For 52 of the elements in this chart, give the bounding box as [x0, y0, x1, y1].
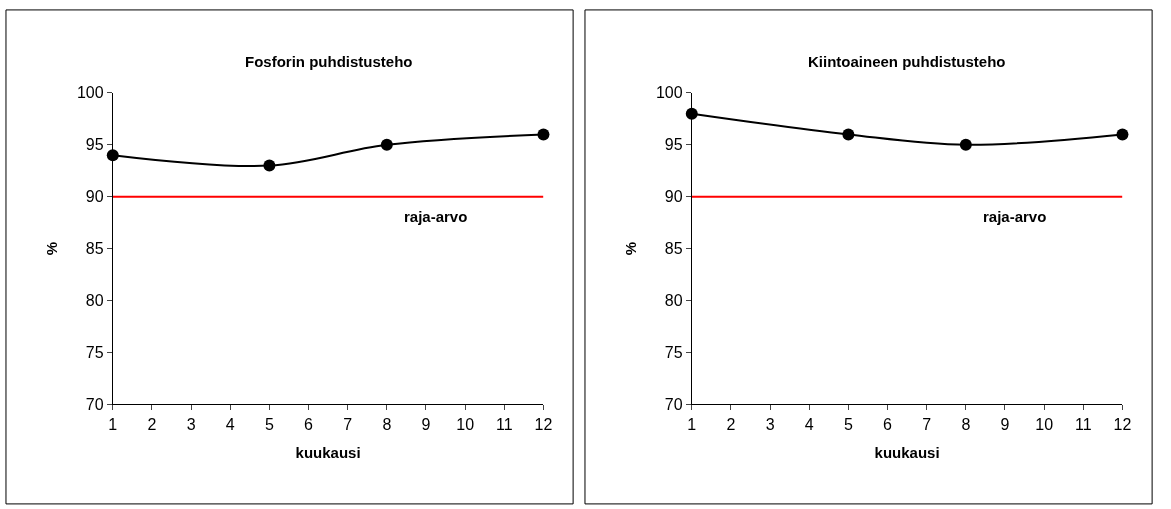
y-tick-label: 75	[85, 344, 104, 362]
x-tick-label: 2	[147, 415, 157, 433]
y-tick-label: 95	[85, 136, 104, 154]
chart-title: Fosforin puhdistusteho	[245, 53, 413, 70]
point	[842, 128, 855, 141]
x-tick-label: 4	[804, 415, 814, 433]
x-tick-label: 12	[1113, 415, 1132, 433]
x-axis-title: kuukausi	[874, 443, 940, 461]
x-axis-title: kuukausi	[295, 443, 361, 461]
x-tick-label: 8	[382, 415, 392, 433]
x-tick-label: 2	[726, 415, 736, 433]
y-tick-label: 90	[85, 188, 104, 206]
y-axis-title: %	[43, 242, 61, 256]
y-tick-label: 80	[85, 292, 104, 310]
point	[380, 138, 393, 151]
x-tick-label: 11	[1074, 415, 1092, 433]
y-tick-label: 70	[664, 396, 683, 414]
y-tick-label: 85	[85, 240, 104, 258]
x-tick-label: 4	[225, 415, 235, 433]
x-tick-label: 9	[421, 415, 431, 433]
y-axis-title: %	[622, 242, 640, 256]
x-tick-label: 10	[1035, 415, 1054, 433]
x-tick-label: 7	[922, 415, 932, 433]
y-tick-label: 80	[664, 292, 683, 310]
y-tick-label: 75	[664, 344, 683, 362]
point	[537, 128, 550, 141]
x-tick-label: 1	[687, 415, 697, 433]
x-tick-label: 11	[495, 415, 513, 433]
x-tick-label: 7	[343, 415, 353, 433]
x-tick-label: 3	[765, 415, 775, 433]
y-tick-label: 95	[664, 136, 683, 154]
y-tick-label: 85	[664, 240, 683, 258]
x-tick-label: 6	[883, 415, 893, 433]
x-tick-label: 5	[843, 415, 853, 433]
x-tick-label: 3	[186, 415, 196, 433]
y-tick-label: 100	[655, 84, 683, 102]
ref-line-label: raja-arvo	[404, 208, 468, 225]
y-tick-label: 70	[85, 396, 104, 414]
x-tick-label: 1	[108, 415, 118, 433]
point	[959, 138, 972, 151]
x-tick-label: 6	[304, 415, 314, 433]
chart-title: Kiintoaineen puhdistusteho	[808, 53, 1006, 70]
ref-line-label: raja-arvo	[983, 208, 1047, 225]
x-tick-label: 9	[1000, 415, 1010, 433]
point	[1116, 128, 1129, 141]
x-tick-label: 5	[264, 415, 274, 433]
x-tick-label: 8	[961, 415, 971, 433]
y-tick-label: 90	[664, 188, 683, 206]
y-tick-label: 100	[76, 84, 104, 102]
x-tick-label: 12	[534, 415, 553, 433]
x-tick-label: 10	[456, 415, 475, 433]
point	[263, 159, 276, 172]
